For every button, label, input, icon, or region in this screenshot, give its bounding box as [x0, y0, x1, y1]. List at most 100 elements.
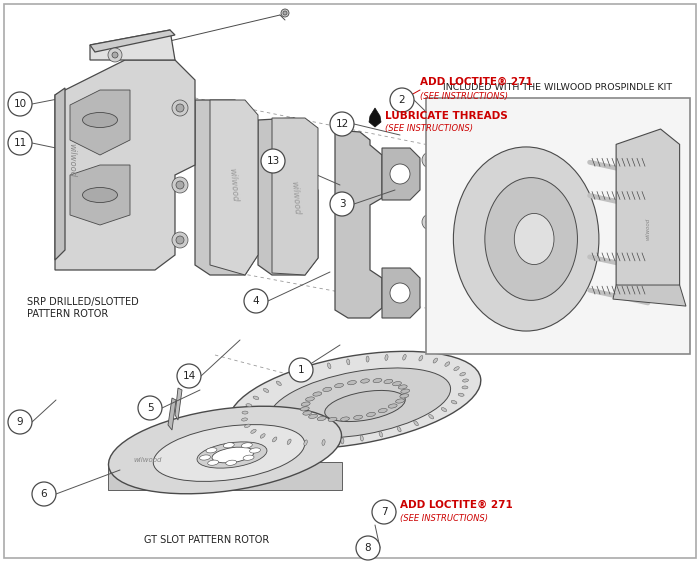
Ellipse shape — [379, 431, 383, 437]
Ellipse shape — [270, 368, 451, 438]
Ellipse shape — [83, 112, 118, 128]
Ellipse shape — [303, 411, 312, 415]
Ellipse shape — [347, 380, 356, 385]
Circle shape — [177, 364, 201, 388]
Ellipse shape — [454, 366, 459, 370]
Polygon shape — [108, 462, 342, 490]
Circle shape — [261, 149, 285, 173]
Ellipse shape — [346, 359, 350, 365]
Ellipse shape — [229, 351, 481, 448]
Polygon shape — [90, 30, 175, 60]
Ellipse shape — [153, 424, 304, 482]
Ellipse shape — [304, 440, 307, 446]
Ellipse shape — [212, 447, 254, 463]
Ellipse shape — [514, 214, 554, 265]
Polygon shape — [55, 88, 65, 260]
Ellipse shape — [385, 355, 388, 360]
Circle shape — [138, 396, 162, 420]
Ellipse shape — [292, 374, 296, 379]
Ellipse shape — [366, 356, 369, 362]
Ellipse shape — [441, 407, 447, 411]
Text: (SEE INSTRUCTIONS): (SEE INSTRUCTIONS) — [385, 124, 473, 133]
Text: 9: 9 — [17, 417, 23, 427]
Circle shape — [244, 289, 268, 313]
Circle shape — [112, 52, 118, 58]
Ellipse shape — [398, 385, 407, 389]
Polygon shape — [613, 285, 686, 306]
Ellipse shape — [272, 437, 277, 442]
Ellipse shape — [373, 378, 382, 383]
Ellipse shape — [341, 438, 344, 444]
Circle shape — [330, 112, 354, 136]
Circle shape — [176, 104, 184, 112]
Ellipse shape — [335, 383, 344, 388]
Ellipse shape — [389, 404, 397, 408]
Text: 13: 13 — [267, 156, 279, 166]
Polygon shape — [369, 108, 381, 127]
Ellipse shape — [253, 396, 259, 400]
Text: wilwood: wilwood — [133, 457, 162, 463]
Circle shape — [390, 88, 414, 112]
Ellipse shape — [197, 442, 267, 468]
Ellipse shape — [208, 460, 218, 465]
Ellipse shape — [325, 391, 405, 422]
Ellipse shape — [400, 394, 409, 398]
Text: 11: 11 — [13, 138, 27, 148]
Polygon shape — [90, 30, 175, 52]
Text: ADD LOCTITE® 271: ADD LOCTITE® 271 — [420, 77, 533, 87]
Ellipse shape — [462, 386, 468, 389]
Text: ADD LOCTITE® 271: ADD LOCTITE® 271 — [400, 500, 512, 510]
Ellipse shape — [206, 448, 217, 453]
Ellipse shape — [384, 379, 393, 384]
Text: 8: 8 — [365, 543, 371, 553]
Circle shape — [426, 156, 434, 164]
Text: 3: 3 — [339, 199, 345, 209]
Ellipse shape — [401, 389, 410, 393]
Polygon shape — [55, 60, 195, 270]
Polygon shape — [195, 100, 258, 275]
Circle shape — [176, 236, 184, 244]
Ellipse shape — [485, 178, 578, 300]
Ellipse shape — [317, 416, 326, 420]
Text: 14: 14 — [183, 371, 195, 381]
Circle shape — [422, 214, 438, 230]
Circle shape — [8, 131, 32, 155]
Ellipse shape — [452, 401, 457, 404]
Circle shape — [330, 192, 354, 216]
Ellipse shape — [263, 388, 269, 392]
Ellipse shape — [428, 414, 434, 419]
Text: INCLUDED WITH THE WILWOOD PROSPINDLE KIT: INCLUDED WITH THE WILWOOD PROSPINDLE KIT — [443, 83, 673, 92]
Circle shape — [8, 410, 32, 434]
Ellipse shape — [360, 435, 363, 441]
Circle shape — [172, 232, 188, 248]
Text: GT SLOT PATTERN ROTOR: GT SLOT PATTERN ROTOR — [144, 534, 269, 545]
Text: 5: 5 — [147, 403, 153, 413]
Polygon shape — [382, 148, 420, 200]
Ellipse shape — [531, 216, 539, 224]
Circle shape — [172, 177, 188, 193]
Text: 6: 6 — [41, 489, 48, 499]
Ellipse shape — [251, 429, 256, 433]
Ellipse shape — [276, 381, 281, 386]
Circle shape — [8, 92, 32, 116]
Ellipse shape — [323, 387, 332, 392]
Ellipse shape — [313, 392, 322, 396]
Ellipse shape — [367, 413, 375, 416]
Ellipse shape — [241, 418, 248, 421]
Ellipse shape — [328, 418, 337, 422]
Polygon shape — [258, 118, 318, 275]
Ellipse shape — [395, 399, 405, 403]
Ellipse shape — [226, 460, 237, 465]
Ellipse shape — [397, 427, 401, 432]
Ellipse shape — [281, 9, 289, 17]
Text: 10: 10 — [13, 99, 27, 109]
Polygon shape — [272, 118, 318, 275]
Ellipse shape — [458, 393, 464, 396]
Text: (SEE INSTRUCTIONS): (SEE INSTRUCTIONS) — [420, 92, 508, 101]
Ellipse shape — [414, 421, 419, 426]
Ellipse shape — [246, 404, 252, 407]
Polygon shape — [168, 398, 176, 430]
Text: wilwood: wilwood — [289, 180, 301, 215]
Polygon shape — [382, 268, 420, 318]
Ellipse shape — [444, 362, 450, 366]
